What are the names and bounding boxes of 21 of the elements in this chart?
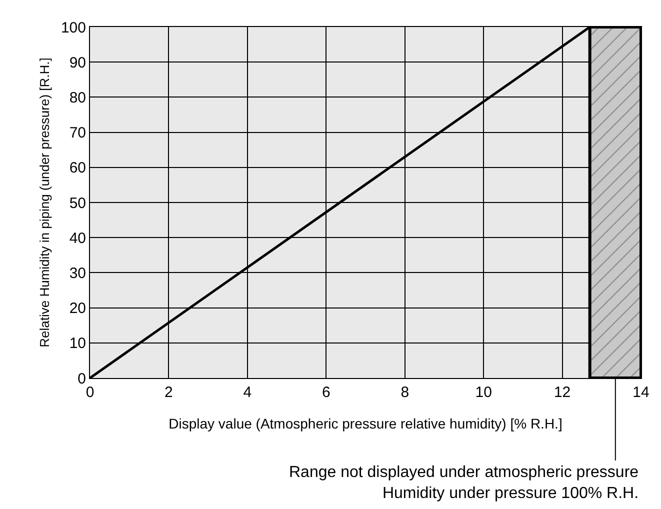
y-tick-label: 60 [69, 160, 86, 177]
x-tick-label: 12 [554, 384, 571, 401]
y-tick-label: 30 [69, 264, 86, 282]
y-tick-label: 0 [78, 370, 86, 388]
y-axis-title: Relative Humidity in piping (under pressure) [R.H.] [36, 58, 52, 348]
x-tick-label: 4 [243, 384, 252, 401]
x-tick-label: 6 [322, 384, 330, 401]
y-tick-label: 100 [60, 19, 86, 36]
y-tick-label: 40 [69, 230, 86, 247]
x-axis-title: Display value (Atmospheric pressure relative humidity) [% R.H.] [168, 415, 562, 432]
y-tick-label: 50 [69, 194, 86, 212]
y-tick-label: 10 [69, 335, 86, 352]
x-tick-label: 10 [475, 384, 492, 401]
x-tick-label: 2 [164, 384, 173, 401]
y-tick-label: 70 [69, 124, 86, 142]
x-tick-label: 8 [400, 384, 410, 401]
band-label: Range not displayed under atmospheric pressure Humidity under pressure 100% R.H. [289, 464, 639, 502]
x-tick-label: 14 [632, 384, 650, 401]
y-tick-label: 80 [69, 89, 86, 106]
y-tick-label: 90 [69, 54, 86, 72]
y-tick-label: 20 [69, 300, 86, 318]
